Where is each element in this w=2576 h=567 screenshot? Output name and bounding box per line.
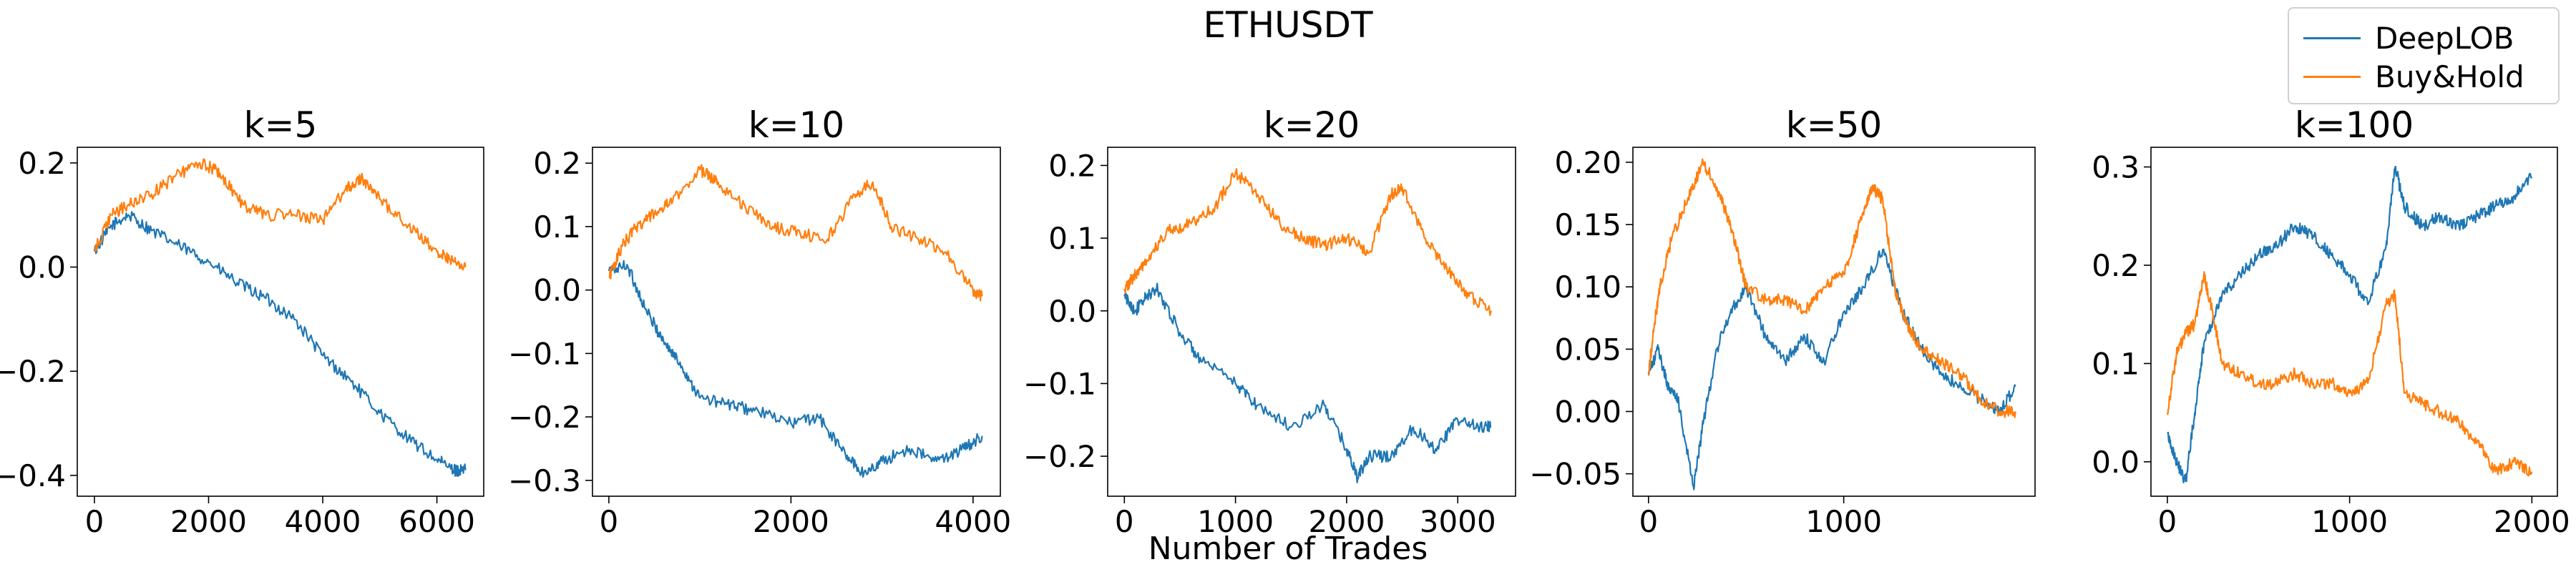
x-tick-label: 1000 — [1197, 504, 1274, 539]
x-tick-label: 2000 — [1308, 504, 1385, 539]
legend-item-deeplob: DeepLOB — [2303, 20, 2514, 56]
legend-label-buyhold: Buy&Hold — [2375, 59, 2524, 94]
legend-swatch-buyhold — [2303, 75, 2361, 78]
plot-frame — [77, 147, 484, 497]
panel-title: k=100 — [2295, 104, 2414, 146]
series-line-buy-hold — [2166, 271, 2533, 477]
series-line-deeplob — [608, 260, 983, 478]
y-tick-label: 0.0 — [18, 250, 66, 285]
y-tick-label: −0.2 — [1023, 439, 1096, 474]
x-tick-label: 2000 — [170, 504, 247, 539]
legend-item-buyhold: Buy&Hold — [2303, 59, 2524, 94]
y-tick-label: −0.1 — [1023, 366, 1096, 401]
y-tick-label: 0.15 — [1554, 207, 1621, 242]
panel-3: k=20 0 1000 2000 3000 −0.2 −0.1 0.0 0.1 0.2 — [1023, 104, 1516, 539]
panel-2: k=10 0 2000 4000 −0.3 −0.2 −0.1 0.0 0.1 0.2 — [508, 104, 1011, 539]
y-tick-label: 0.0 — [533, 273, 581, 308]
legend-swatch-deeplob — [2303, 36, 2361, 39]
x-tick-label: 0 — [85, 504, 104, 539]
plot-frame — [1107, 147, 1516, 497]
y-tick-label: 0.2 — [1048, 148, 1096, 183]
legend-label-deeplob: DeepLOB — [2375, 20, 2514, 56]
y-tick-label: 0.1 — [1048, 221, 1096, 256]
y-tick-label: 0.2 — [533, 146, 581, 181]
panel-title: k=5 — [244, 104, 318, 146]
y-tick-label: 0.10 — [1554, 270, 1621, 305]
y-tick-label: −0.2 — [508, 400, 581, 435]
y-tick-label: 0.1 — [533, 209, 581, 245]
x-tick-label: 2000 — [753, 504, 829, 539]
series-line-deeplob — [2167, 165, 2533, 484]
y-tick-label: 0.1 — [2092, 346, 2140, 381]
x-tick-label: 0 — [1639, 504, 1658, 539]
x-tick-label: 4000 — [935, 504, 1011, 539]
x-tick-label: 0 — [600, 504, 619, 539]
x-tick-label: 1000 — [2311, 504, 2388, 539]
series-line-deeplob — [1123, 282, 1492, 484]
series-line-buy-hold — [1123, 168, 1492, 316]
y-tick-label: −0.3 — [508, 463, 581, 498]
series-line-deeplob — [93, 211, 467, 478]
x-tick-label: 6000 — [399, 504, 475, 539]
series-line-buy-hold — [94, 158, 467, 271]
plot-frame — [2150, 147, 2558, 497]
panel-1: k=5 0 2000 4000 6000 −0.4 −0.2 0.0 0.2 — [0, 104, 484, 539]
x-tick-label: 2000 — [2494, 504, 2570, 539]
x-tick-label: 0 — [2158, 504, 2177, 539]
y-tick-label: −0.4 — [0, 458, 66, 493]
plot-frame — [592, 147, 1001, 497]
series-line-deeplob — [1647, 248, 2016, 490]
panel-title: k=20 — [1264, 104, 1360, 146]
panel-title: k=10 — [748, 104, 844, 146]
y-tick-label: 0.0 — [2092, 445, 2140, 480]
x-tick-label: 4000 — [285, 504, 361, 539]
x-tick-label: 1000 — [1805, 504, 1882, 539]
legend: DeepLOB Buy&Hold — [2288, 7, 2560, 104]
panel-title: k=50 — [1786, 104, 1882, 146]
y-tick-label: −0.1 — [508, 336, 581, 371]
y-tick-label: 0.3 — [2092, 149, 2140, 184]
plot-frame — [1632, 147, 2036, 497]
y-tick-label: 0.00 — [1554, 394, 1621, 429]
panel-5: k=100 0 1000 2000 0.0 0.1 0.2 0.3 — [2092, 104, 2570, 539]
x-tick-label: 3000 — [1420, 504, 1496, 539]
x-tick-label: 0 — [1115, 504, 1134, 539]
y-tick-label: 0.05 — [1554, 332, 1621, 367]
y-tick-label: 0.2 — [2092, 248, 2140, 283]
y-tick-label: 0.20 — [1554, 145, 1621, 180]
y-tick-label: 0.2 — [18, 146, 66, 181]
y-tick-label: −0.2 — [0, 354, 66, 389]
panel-4: k=50 0 1000 −0.05 0.00 0.05 0.10 0.15 0.20 — [1529, 104, 2036, 539]
series-line-buy-hold — [608, 164, 983, 302]
y-tick-label: −0.05 — [1529, 457, 1621, 492]
x-axis-label: Number of Trades — [1148, 531, 1428, 567]
series-line-buy-hold — [1647, 158, 2016, 418]
figure-title: ETHUSDT — [1203, 4, 1373, 46]
y-tick-label: 0.0 — [1048, 294, 1096, 329]
